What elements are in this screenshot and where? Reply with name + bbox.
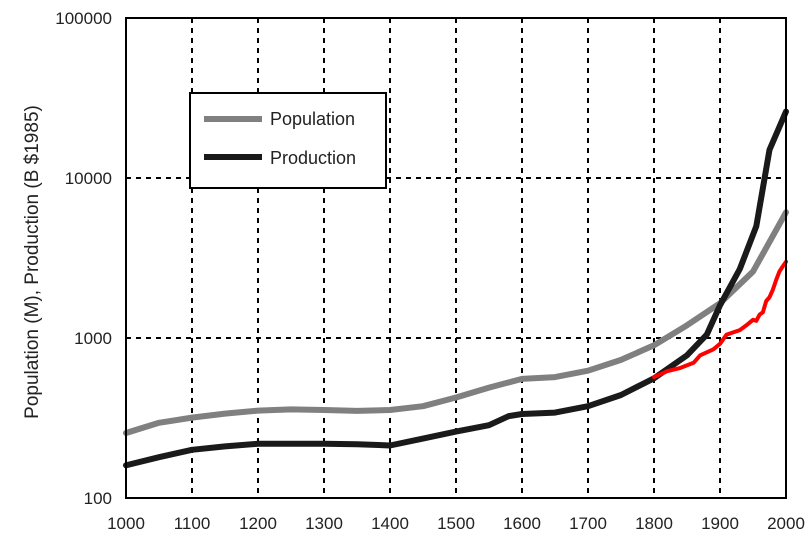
- x-tick-label: 1500: [437, 514, 475, 533]
- series-line-red: [652, 259, 788, 380]
- x-tick-label: 1000: [107, 514, 145, 533]
- y-axis-label: Population (M), Production (B $1985): [22, 105, 43, 419]
- x-tick-label: 1900: [701, 514, 739, 533]
- x-tick-label: 1700: [569, 514, 607, 533]
- x-tick-label: 1100: [174, 514, 211, 533]
- plot-frame: [125, 17, 787, 499]
- y-tick-label: 10000: [65, 169, 112, 188]
- legend-label-population: Population: [270, 109, 355, 129]
- x-tick-label: 1600: [503, 514, 541, 533]
- legend: Population Production: [189, 92, 387, 189]
- legend-label-production: Production: [270, 148, 356, 168]
- y-tick-label: 100000: [55, 9, 112, 28]
- x-tick-label: 1800: [635, 514, 673, 533]
- grid: [126, 18, 786, 498]
- y-tick-label: 1000: [74, 329, 112, 348]
- x-tick-label: 1400: [371, 514, 409, 533]
- series-line-production: [123, 108, 789, 469]
- x-tick-label: 1300: [305, 514, 343, 533]
- series-layer: [123, 108, 789, 469]
- x-tick-label: 2000: [767, 514, 805, 533]
- y-tick-label: 100: [84, 489, 112, 508]
- x-tick-label: 1200: [239, 514, 277, 533]
- tick-labels: 1000 1100 1200 1300 1400 1500 1600 1700 1800 1900…: [55, 9, 805, 533]
- series-line-population: [123, 209, 789, 436]
- legend-box: [189, 92, 387, 189]
